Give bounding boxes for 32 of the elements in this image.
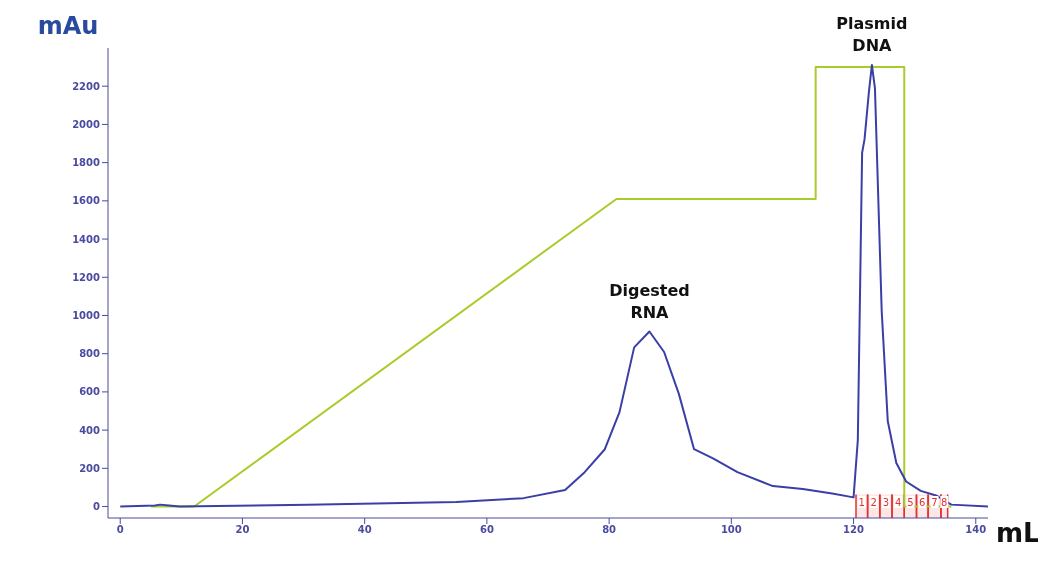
band-label: 3 bbox=[882, 497, 890, 508]
y-tick-label: 2200 bbox=[72, 80, 101, 92]
x-tick-label: 0 bbox=[116, 524, 124, 536]
band-label: 5 bbox=[907, 497, 914, 508]
annotation: Plasmid DNA bbox=[836, 14, 908, 55]
band-label: 1 bbox=[858, 497, 865, 508]
band-label: 6 bbox=[919, 497, 926, 508]
y-axis-title: mAu bbox=[37, 12, 99, 40]
x-tick-label: 20 bbox=[235, 524, 250, 536]
x-tick-label: 120 bbox=[843, 524, 865, 536]
annotation: Digested RNA bbox=[609, 280, 690, 322]
band-label: 8 bbox=[941, 497, 948, 508]
band-label: 7 bbox=[931, 497, 938, 508]
y-tick-label: 200 bbox=[79, 462, 101, 474]
x-tick-label: 140 bbox=[965, 524, 987, 536]
y-tick-label: 600 bbox=[79, 386, 101, 398]
band-label: 4 bbox=[894, 497, 902, 508]
y-tick-label: 1800 bbox=[72, 157, 101, 169]
y-tick-label: 1200 bbox=[72, 271, 101, 283]
y-tick-label: 1600 bbox=[72, 195, 101, 207]
y-tick-label: 1400 bbox=[72, 233, 101, 245]
y-tick-label: 1000 bbox=[72, 310, 101, 322]
y-tick-label: 800 bbox=[79, 348, 101, 360]
y-tick-label: 2000 bbox=[72, 118, 101, 130]
x-axis-title: mL bbox=[996, 518, 1040, 549]
x-tick-label: 80 bbox=[602, 524, 617, 536]
x-tick-label: 100 bbox=[720, 524, 742, 536]
band-label: 2 bbox=[870, 497, 877, 508]
y-tick-label: 0 bbox=[93, 501, 101, 513]
x-tick-label: 60 bbox=[479, 524, 494, 536]
x-tick-label: 40 bbox=[357, 524, 372, 536]
y-tick-label: 400 bbox=[79, 424, 101, 436]
